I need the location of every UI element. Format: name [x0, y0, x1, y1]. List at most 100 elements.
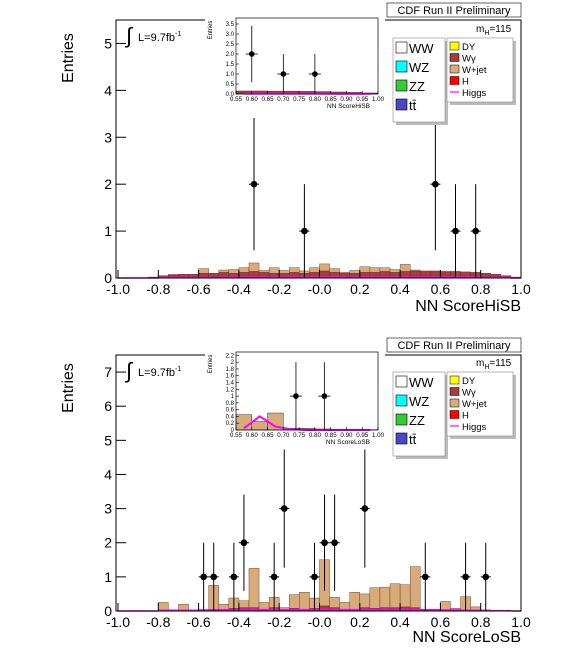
inset-x-tick-label: 0.85: [325, 96, 338, 103]
mass-value: =115: [489, 24, 511, 35]
inset-data-point: [280, 71, 287, 77]
inset-x-tick-label: 0.65: [262, 96, 275, 103]
y-tick-label: 5: [104, 432, 112, 448]
inset-y-tick-label: 2.0: [226, 52, 235, 58]
stack-segment: [168, 274, 179, 276]
legend-swatch: [449, 398, 460, 408]
data-point: [321, 539, 328, 547]
inset-x-tick-label: 0.55: [230, 96, 243, 103]
x-tick-label: 0.4: [390, 614, 410, 630]
title-box: [386, 337, 522, 353]
inset-x-tick-label: 1.00: [372, 96, 385, 103]
stack-segment: [379, 586, 391, 608]
inset-x-tick-label: 0.60: [246, 432, 259, 439]
legend-label: W+jet: [462, 399, 487, 410]
x-tick-label: -0.2: [267, 281, 291, 297]
legend-swatch: [449, 387, 460, 396]
inset-x-tick-label: 0.95: [356, 96, 369, 103]
legend-swatch: [395, 432, 408, 445]
stack-segment: [248, 262, 260, 272]
inset-y-tick-label: 0.6: [226, 408, 235, 414]
inset-y-tick-label: 1.5: [226, 62, 235, 68]
legend-swatch: [449, 41, 460, 51]
luminosity-exponent: -1: [175, 31, 181, 38]
inset-y-axis-label: Entries: [208, 355, 214, 374]
stack-segment: [218, 269, 230, 273]
inset-x-tick-label: 0.90: [340, 432, 353, 439]
stack-segment: [349, 270, 361, 274]
luminosity-text: L=9.7fb: [138, 367, 175, 379]
y-tick-label: 4: [104, 82, 112, 98]
inset-x-tick-label: 0.80: [309, 432, 322, 439]
y-tick-label: 6: [104, 398, 112, 414]
x-tick-label: 1.0: [511, 281, 531, 297]
stack-segment: [268, 267, 280, 274]
inset-y-tick-label: 0.8: [226, 401, 235, 407]
stack-segment: [309, 267, 320, 273]
legend-swatch: [395, 375, 408, 388]
inset-x-tick-label: 0.75: [293, 432, 306, 439]
luminosity-label: ∫ L=9.7fb-1: [124, 23, 181, 48]
stack-segment: [258, 270, 270, 273]
stack-segment: [238, 267, 250, 273]
inset-x-tick-label: 0.70: [277, 96, 290, 103]
inset-y-tick-label: 2: [231, 360, 235, 366]
x-tick-label: -0.8: [146, 614, 170, 630]
inset-y-tick-label: 0.0: [226, 92, 235, 98]
legend-label: WW: [409, 375, 434, 390]
data-point: [280, 505, 288, 512]
y-tick-label: 1: [104, 223, 112, 239]
luminosity-text: L=9.7fb: [138, 32, 175, 44]
data-point: [200, 573, 207, 581]
legend-swatch: [395, 98, 408, 111]
x-tick-label: 0.8: [471, 614, 491, 630]
legend-label: Wγ: [462, 54, 476, 65]
inset-data-point: [293, 393, 299, 399]
y-tick-label: 0: [104, 270, 112, 286]
legend-label: WW: [409, 41, 434, 56]
stack-segment: [329, 268, 340, 273]
inset-frame: [235, 351, 379, 431]
mass-label: mH=115: [476, 24, 512, 37]
x-tick-label: -0.0: [307, 614, 331, 630]
legend-swatch: [449, 64, 460, 74]
data-point: [421, 573, 429, 581]
stack-segment: [389, 583, 401, 608]
legend-swatch: [395, 41, 408, 54]
data-point: [482, 573, 490, 581]
data-point: [301, 227, 308, 235]
inset-x-axis-label: NN ScoreLoSB: [326, 439, 370, 446]
legend-swatch: [395, 413, 408, 426]
x-tick-label: -0.6: [187, 281, 211, 297]
y-tick-label: 7: [104, 364, 112, 380]
inset-y-tick-label: 1.2: [226, 387, 235, 393]
inset-y-tick-label: 1.8: [226, 367, 235, 373]
legend-label: H: [462, 77, 469, 88]
luminosity-label: ∫ L=9.7fb-1: [124, 358, 181, 383]
data-point: [311, 573, 318, 581]
inset-data-point: [248, 51, 255, 57]
stack-segment: [389, 269, 401, 273]
data-point: [432, 180, 439, 188]
inset-x-tick-label: 0.85: [325, 432, 338, 439]
y-axis-label: Entries: [60, 363, 77, 413]
y-axis-label: Entries: [60, 33, 77, 83]
x-tick-label: 0.6: [431, 614, 451, 630]
legend-label: DY: [462, 376, 476, 387]
mass-symbol: m: [476, 358, 484, 369]
x-tick-label: 0.2: [350, 281, 370, 297]
inset-y-tick-label: 1: [231, 394, 235, 400]
legend-swatch: [449, 375, 460, 385]
inset-y-tick-label: 0: [231, 428, 235, 434]
stack-segment: [359, 266, 371, 273]
integral-sign: ∫: [124, 358, 134, 383]
y-tick-label: 1: [104, 569, 112, 585]
y-tick-label: 2: [104, 535, 112, 551]
y-tick-label: 5: [104, 35, 112, 51]
x-axis-label: NN ScoreHiSB: [415, 298, 521, 315]
stack-segment: [329, 597, 340, 608]
mass-label: mH=115: [476, 358, 512, 371]
stack-segment: [379, 267, 391, 272]
x-tick-label: 0.2: [350, 614, 370, 630]
